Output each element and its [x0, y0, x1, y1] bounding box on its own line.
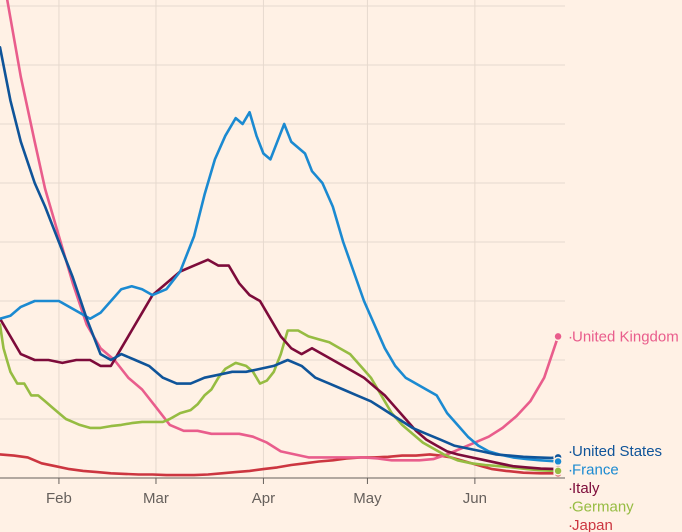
series-label-dot: ·: [568, 328, 573, 345]
series-lines: [0, 0, 560, 477]
series-label-germany: Germany: [572, 499, 634, 516]
series-end-markers: [553, 331, 563, 479]
series-line-france: [0, 110, 560, 463]
series-label-united-states: United States: [572, 443, 662, 460]
series-label-dot: ·: [568, 499, 573, 516]
x-tick-label: Jun: [463, 490, 487, 507]
series-label-dot: ·: [568, 480, 573, 497]
end-marker-united-kingdom: [553, 331, 563, 342]
series-labels: · United Kingdom· United States· France· Ita…: [568, 328, 679, 532]
series-label-france: France: [572, 462, 619, 479]
end-marker-germany: [553, 466, 563, 476]
gridlines: [0, 0, 565, 478]
x-tick-label: May: [353, 490, 382, 507]
end-marker-france: [553, 456, 563, 467]
series-line-germany: [0, 323, 560, 473]
series-line-italy: [0, 258, 560, 471]
series-line-united-states: [0, 45, 560, 460]
series-label-japan: Japan: [572, 517, 613, 532]
x-axis-ticks: Feb Mar Apr May Jun: [46, 478, 487, 507]
x-tick-label: Feb: [46, 490, 72, 507]
series-label-dot: ·: [568, 443, 573, 460]
series-label-dot: ·: [568, 517, 573, 532]
series-label-united-kingdom: United Kingdom: [572, 328, 679, 345]
x-tick-label: Mar: [143, 490, 169, 507]
series-label-dot: ·: [568, 462, 573, 479]
series-label-italy: Italy: [572, 480, 600, 497]
x-tick-label: Apr: [252, 490, 275, 507]
